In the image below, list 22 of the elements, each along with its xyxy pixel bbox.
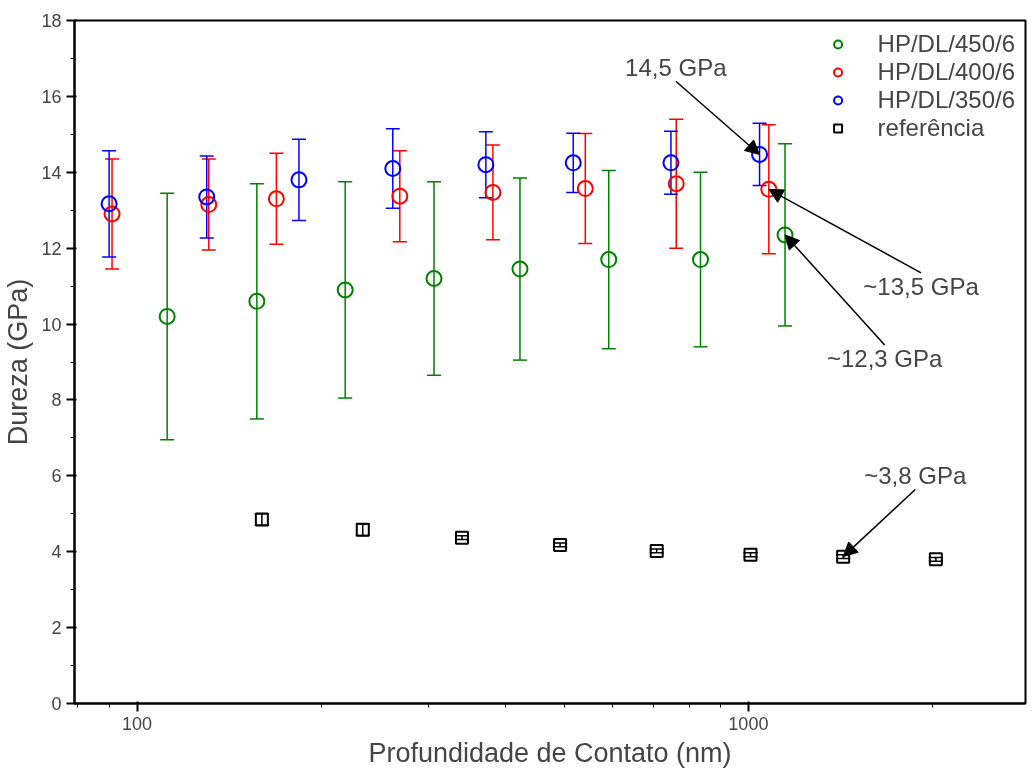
- y-tick-label: 18: [41, 11, 62, 31]
- x-axis-title: Profundidade de Contato (nm): [368, 737, 732, 768]
- legend-label: HP/DL/450/6: [877, 30, 1015, 58]
- legend-label: HP/DL/400/6: [877, 58, 1015, 86]
- y-tick-label: 14: [41, 162, 62, 183]
- y-tick-label: 0: [51, 694, 62, 714]
- x-tick-label: 1000: [728, 713, 769, 734]
- y-tick-label: 12: [41, 238, 62, 259]
- y-tick-label: 8: [51, 390, 62, 411]
- legend-label: referência: [877, 114, 985, 142]
- y-tick-label: 2: [51, 618, 62, 639]
- x-tick-label: 100: [122, 713, 153, 734]
- annotation: ~12,3 GPa: [826, 344, 944, 372]
- y-axis-title: Dureza (GPa): [3, 278, 34, 446]
- y-tick-label: 16: [41, 86, 62, 107]
- legend-label: HP/DL/350/6: [877, 86, 1015, 114]
- y-tick-label: 6: [51, 466, 62, 487]
- y-tick-label: 10: [41, 314, 62, 335]
- annotation: ~3,8 GPa: [864, 462, 967, 490]
- annotation: 14,5 GPa: [625, 54, 728, 82]
- annotation: ~13,5 GPa: [863, 272, 980, 300]
- y-tick-label: 4: [51, 542, 62, 563]
